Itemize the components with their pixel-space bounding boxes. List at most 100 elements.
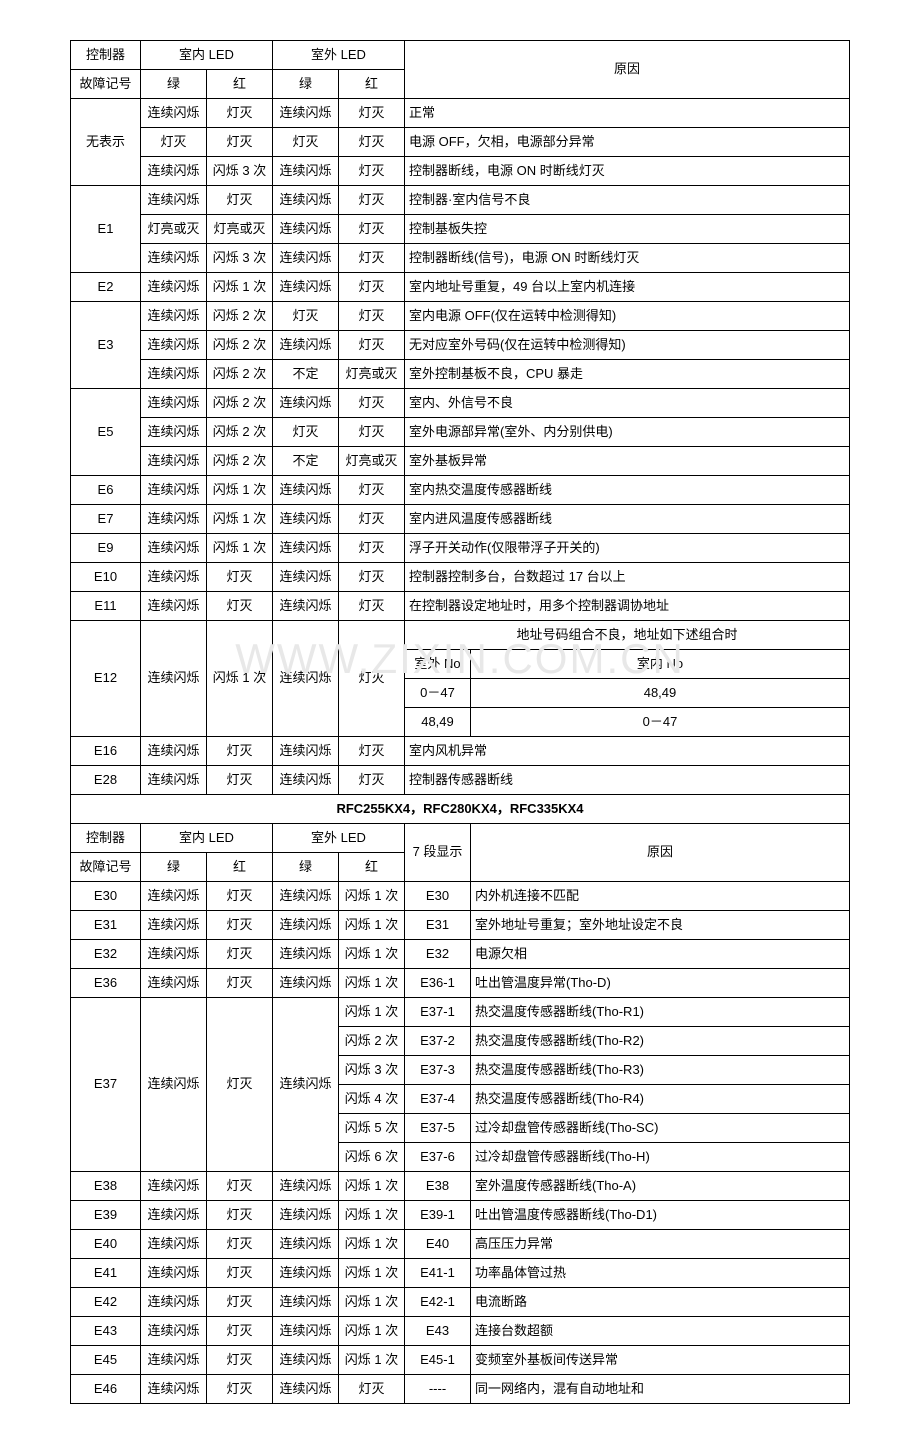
indoor-red: 闪烁 2 次 [207,360,273,389]
indoor-green: 连续闪烁 [141,186,207,215]
indoor-red: 灯灭 [207,1346,273,1375]
table-row: 连续闪烁闪烁 2 次不定灯亮或灭室外控制基板不良，CPU 暴走 [71,360,850,389]
indoor-green: 连续闪烁 [141,563,207,592]
fault-code: E5 [71,389,141,476]
reason: 同一网络内，混有自动地址和 [471,1375,850,1404]
indoor-green: 连续闪烁 [141,302,207,331]
fault-code: E1 [71,186,141,273]
fault-code: E7 [71,505,141,534]
reason: 在控制器设定地址时，用多个控制器调协地址 [405,592,850,621]
outdoor-red: 灯亮或灭 [339,447,405,476]
reason: 高压压力异常 [471,1230,850,1259]
outdoor-green: 连续闪烁 [273,331,339,360]
e37-s2-c5: 闪烁 3 次 [339,1056,405,1085]
indoor-red: 灯灭 [207,1172,273,1201]
table-row: E43连续闪烁灯灭连续闪烁闪烁 1 次E43连接台数超额 [71,1317,850,1346]
outdoor-red: 闪烁 1 次 [339,969,405,998]
reason: 室外控制基板不良，CPU 暴走 [405,360,850,389]
outdoor-red: 闪烁 1 次 [339,1317,405,1346]
outdoor-red: 灯灭 [339,1375,405,1404]
table-row: 灯灭灯灭灯灭灯灭电源 OFF，欠相，电源部分异常 [71,128,850,157]
table-row: E45连续闪烁灯灭连续闪烁闪烁 1 次E45-1变频室外基板间传送异常 [71,1346,850,1375]
hdr-indoor-led: 室内 LED [141,41,273,70]
indoor-green: 连续闪烁 [141,1317,207,1346]
seg7: E31 [405,911,471,940]
reason: 控制基板失控 [405,215,850,244]
reason: 室内电源 OFF(仅在运转中检测得知) [405,302,850,331]
fault-code: E40 [71,1230,141,1259]
e12-hdr-out: 室外 No [405,650,471,679]
indoor-red: 灯灭 [207,1201,273,1230]
outdoor-green: 连续闪烁 [273,563,339,592]
seg7: ---- [405,1375,471,1404]
table-row: E9连续闪烁闪烁 1 次连续闪烁灯灭浮子开关动作(仅限带浮子开关的) [71,534,850,563]
e37-s4-seg: E37-5 [405,1114,471,1143]
outdoor-green: 连续闪烁 [273,969,339,998]
table-row: E28连续闪烁灯灭连续闪烁灯灭控制器传感器断线 [71,766,850,795]
fault-code: E43 [71,1317,141,1346]
e37-s0-c5: 闪烁 1 次 [339,998,405,1027]
outdoor-red: 闪烁 1 次 [339,911,405,940]
outdoor-red: 灯灭 [339,505,405,534]
fault-code: E42 [71,1288,141,1317]
indoor-red: 闪烁 2 次 [207,389,273,418]
outdoor-green: 连续闪烁 [273,940,339,969]
indoor-red: 灯灭 [207,969,273,998]
indoor-green: 连续闪烁 [141,737,207,766]
e37-c3: 灯灭 [207,998,273,1172]
indoor-red: 闪烁 2 次 [207,447,273,476]
indoor-red: 灯灭 [207,592,273,621]
outdoor-green: 连续闪烁 [273,244,339,273]
outdoor-red: 灯灭 [339,99,405,128]
indoor-red: 灯灭 [207,1317,273,1346]
fault-code: E30 [71,882,141,911]
reason: 室内地址号重复，49 台以上室内机连接 [405,273,850,302]
fault-code: E36 [71,969,141,998]
outdoor-red: 闪烁 1 次 [339,1259,405,1288]
fault-code: E2 [71,273,141,302]
e12-r1a: 0－47 [405,679,471,708]
hdr-red-1: 红 [207,70,273,99]
reason: 室外温度传感器断线(Tho-A) [471,1172,850,1201]
indoor-green: 连续闪烁 [141,1172,207,1201]
outdoor-green: 连续闪烁 [273,1375,339,1404]
hdr2-green-1: 绿 [141,853,207,882]
seg7: E36-1 [405,969,471,998]
indoor-green: 连续闪烁 [141,592,207,621]
reason: 浮子开关动作(仅限带浮子开关的) [405,534,850,563]
outdoor-red: 灯灭 [339,563,405,592]
reason: 电流断路 [471,1288,850,1317]
outdoor-red: 灯灭 [339,273,405,302]
indoor-red: 灯灭 [207,940,273,969]
hdr-green-1: 绿 [141,70,207,99]
reason: 控制器断线，电源 ON 时断线灯灭 [405,157,850,186]
hdr2-green-2: 绿 [273,853,339,882]
indoor-red: 灯灭 [207,1259,273,1288]
outdoor-red: 灯灭 [339,128,405,157]
reason: 室外地址号重复；室外地址设定不良 [471,911,850,940]
reason: 室外电源部异常(室外、内分别供电) [405,418,850,447]
fault-code: E32 [71,940,141,969]
seg7: E39-1 [405,1201,471,1230]
outdoor-green: 连续闪烁 [273,1288,339,1317]
outdoor-red: 闪烁 1 次 [339,882,405,911]
table-row: E46连续闪烁灯灭连续闪烁灯灭----同一网络内，混有自动地址和 [71,1375,850,1404]
e37-s2-reason: 热交温度传感器断线(Tho-R3) [471,1056,850,1085]
e37-s4-c5: 闪烁 5 次 [339,1114,405,1143]
indoor-red: 灯灭 [207,766,273,795]
e37-s0-seg: E37-1 [405,998,471,1027]
indoor-green: 连续闪烁 [141,1259,207,1288]
outdoor-red: 灯灭 [339,766,405,795]
outdoor-green: 不定 [273,447,339,476]
reason: 室外基板异常 [405,447,850,476]
reason: 电源 OFF，欠相，电源部分异常 [405,128,850,157]
indoor-red: 灯灭 [207,99,273,128]
outdoor-green: 连续闪烁 [273,186,339,215]
table-row: 连续闪烁闪烁 2 次灯灭灯灭室外电源部异常(室外、内分别供电) [71,418,850,447]
reason: 室内、外信号不良 [405,389,850,418]
indoor-green: 连续闪烁 [141,99,207,128]
indoor-green: 连续闪烁 [141,360,207,389]
e12-c3: 闪烁 1 次 [207,621,273,737]
indoor-red: 闪烁 2 次 [207,418,273,447]
indoor-green: 连续闪烁 [141,766,207,795]
